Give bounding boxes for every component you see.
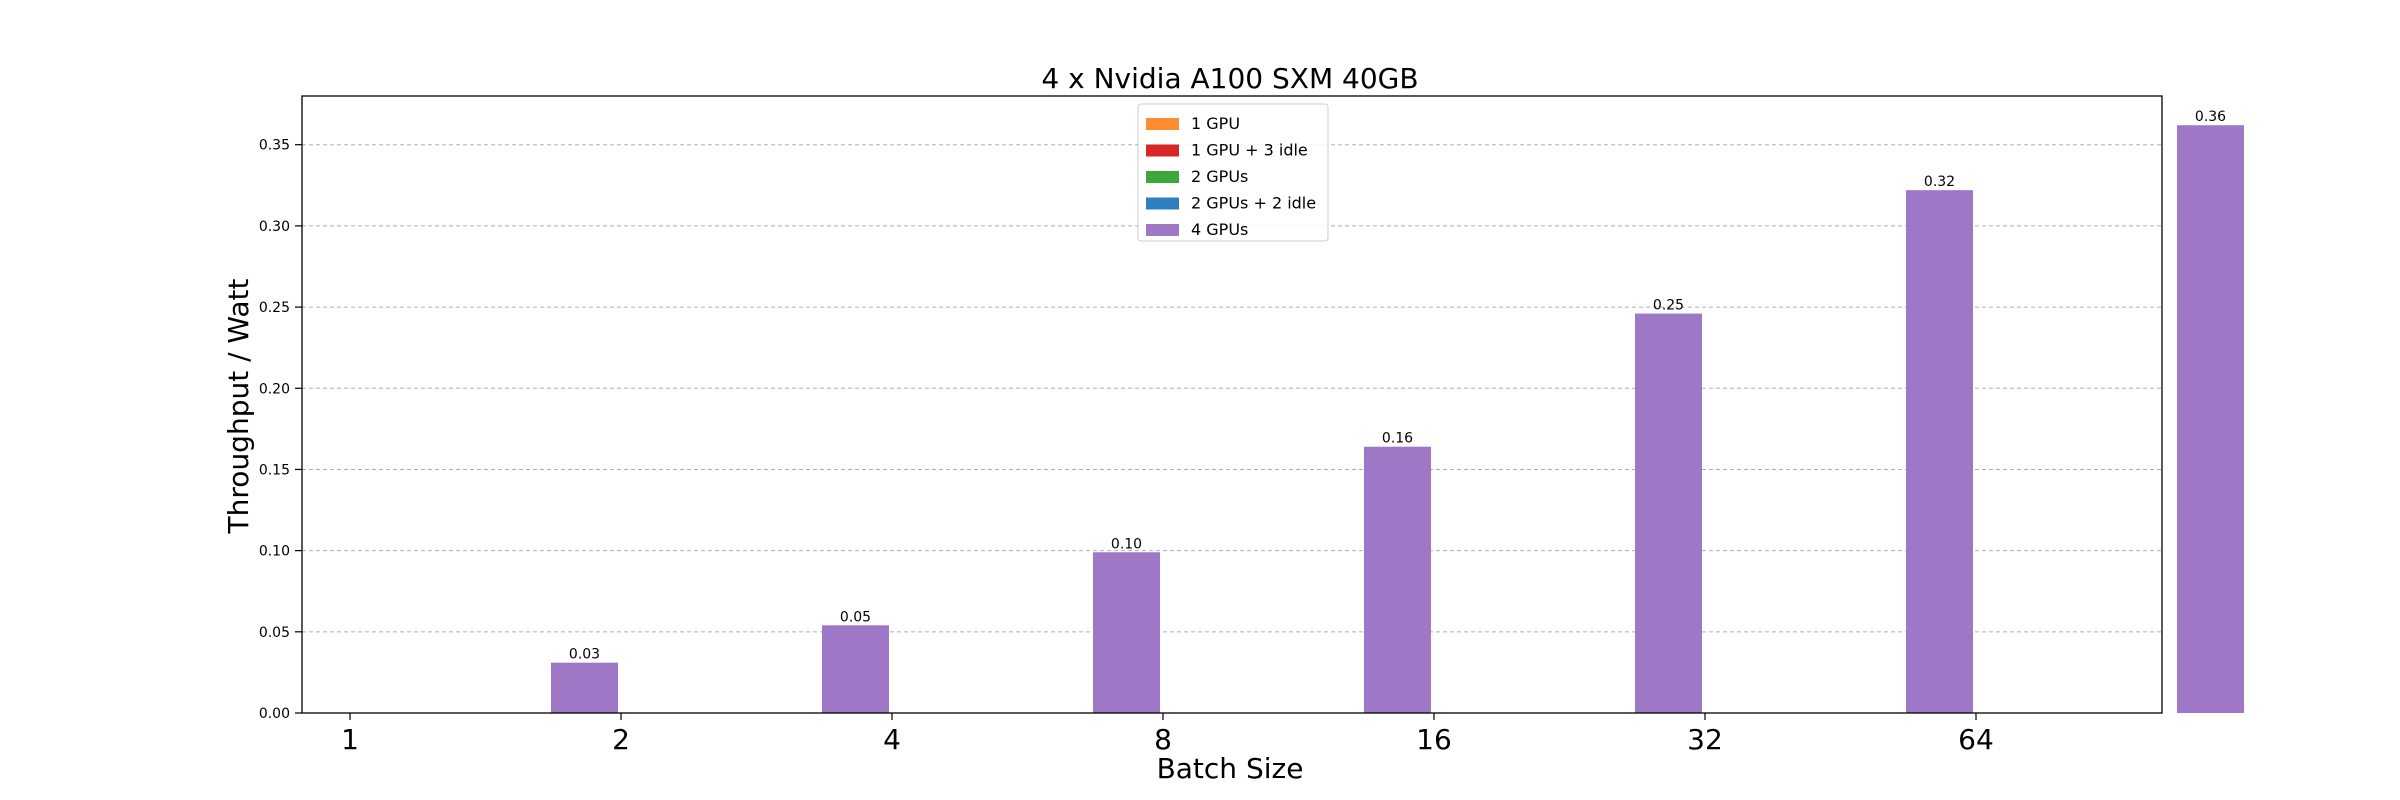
x-tick-label: 4 [883,723,901,756]
legend-swatch [1146,144,1179,157]
y-tick-label: 0.20 [259,381,290,397]
y-axis-ticks: 0.00 0.05 0.10 0.15 0.20 0.25 0.30 0.35 [259,138,302,722]
legend-label: 4 GPUs [1191,220,1248,239]
y-tick-label: 0.10 [259,544,290,560]
legend-swatch [1146,118,1179,130]
legend: 1 GPU 1 GPU + 3 idle 2 GPUs 2 GPUs + 2 idle… [1137,103,1329,242]
y-tick-label: 0.00 [259,706,290,722]
bar [1906,190,1973,713]
bar [1364,446,1431,713]
legend-label: 1 GPU [1191,114,1240,133]
data-label: 0.25 [1653,298,1684,314]
data-label: 0.36 [2195,109,2226,125]
data-label: 0.10 [1111,536,1142,552]
legend-label: 2 GPUs + 2 idle [1191,194,1316,213]
x-tick-label: 8 [1154,723,1172,756]
legend-label: 2 GPUs [1191,167,1248,186]
data-label: 0.32 [1924,174,1955,190]
y-axis-label: Throughput / Watt [222,279,255,535]
y-tick-label: 0.35 [259,138,290,154]
data-labels: 0.03 0.05 0.10 0.16 0.25 0.32 0.36 [569,109,2226,662]
chart-title: 4 x Nvidia A100 SXM 40GB [1041,62,1418,95]
x-tick-label: 32 [1687,723,1723,756]
data-label: 0.16 [1382,431,1413,447]
plot-frame [301,95,2163,714]
bars [551,125,2244,713]
y-tick-label: 0.25 [259,300,290,316]
legend-label: 1 GPU + 3 idle [1191,141,1308,160]
data-label: 0.05 [840,609,871,625]
x-tick-label: 16 [1416,723,1452,756]
x-tick-label: 2 [612,723,630,756]
bar [2177,125,2244,713]
bar [1635,313,1702,713]
legend-swatch [1146,171,1179,183]
data-label: 0.03 [569,647,600,663]
x-tick-label: 1 [341,723,359,756]
bar [822,625,889,713]
x-tick-label: 64 [1958,723,1994,756]
legend-swatch [1146,224,1179,236]
bar [551,662,618,713]
legend-swatch [1146,197,1179,210]
legend-box [1137,103,1329,242]
x-axis-label: Batch Size [1157,752,1304,785]
y-tick-label: 0.30 [259,219,290,235]
bar [1093,552,1160,713]
y-tick-label: 0.05 [259,625,290,641]
y-tick-label: 0.15 [259,462,290,478]
x-axis-ticks: 1 2 4 8 16 32 64 [341,713,1994,756]
grid-lines [302,144,2162,714]
